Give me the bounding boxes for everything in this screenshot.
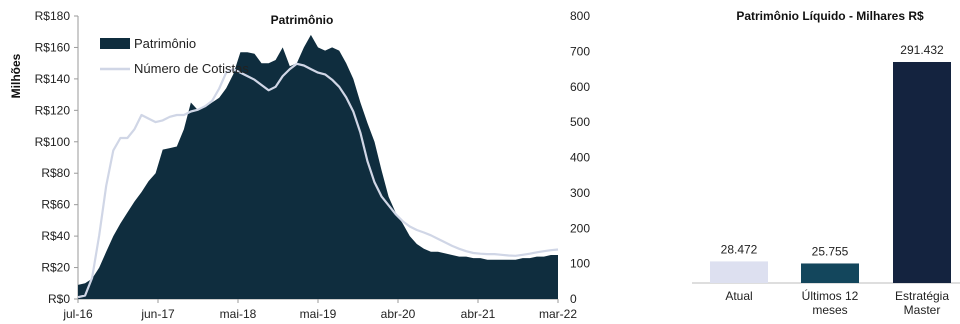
bar-category-label: Atual <box>725 289 752 303</box>
legend-label-patrimonio: Patrimônio <box>134 36 196 51</box>
bar-value-label: 291.432 <box>900 43 944 57</box>
right-tick-label: 300 <box>570 186 590 200</box>
right-tick-label: 100 <box>570 257 590 271</box>
x-tick-label: abr-20 <box>381 307 416 321</box>
bar-0 <box>710 261 768 283</box>
left-tick-label: R$100 <box>35 135 71 149</box>
right-tick-label: 500 <box>570 115 590 129</box>
legend-swatch-patrimonio <box>100 38 130 49</box>
legend-label-cotistas: Número de Cotistas <box>134 61 249 76</box>
bar-category-label: meses <box>812 303 847 317</box>
left-tick-label: R$140 <box>35 72 71 86</box>
x-tick-label: abr-21 <box>461 307 496 321</box>
left-tick-label: R$160 <box>35 40 71 54</box>
chart-title-pl: Patrimônio Líquido - Milhares R$ <box>736 9 924 23</box>
right-tick-label: 400 <box>570 151 590 165</box>
x-tick-label: jun-17 <box>140 307 175 321</box>
right-tick-label: 0 <box>570 292 577 306</box>
x-tick-label: mai-19 <box>300 307 337 321</box>
right-tick-label: 800 <box>570 9 590 23</box>
x-tick-label: jul-16 <box>62 307 93 321</box>
left-tick-label: R$60 <box>41 198 70 212</box>
chart-title-patrimonio: Patrimônio <box>271 13 334 27</box>
left-tick-label: R$40 <box>41 229 70 243</box>
y-axis-label: Milhões <box>9 53 23 98</box>
bar-value-label: 28.472 <box>721 242 758 256</box>
x-tick-label: mar-22 <box>539 307 577 321</box>
bar-1 <box>801 263 859 283</box>
bar-category-label: Estratégia <box>895 289 949 303</box>
left-tick-label: R$20 <box>41 261 70 275</box>
left-tick-label: R$80 <box>41 166 70 180</box>
right-tick-label: 200 <box>570 221 590 235</box>
right-tick-label: 600 <box>570 80 590 94</box>
left-tick-label: R$180 <box>35 9 71 23</box>
bar-category-label: Últimos 12 <box>802 288 859 303</box>
bar-value-label: 25.755 <box>812 244 849 258</box>
right-tick-label: 700 <box>570 44 590 58</box>
x-tick-label: mai-18 <box>220 307 257 321</box>
left-tick-label: R$120 <box>35 103 71 117</box>
bar-category-label: Master <box>904 303 941 317</box>
patrimonio-area <box>78 34 558 300</box>
left-tick-label: R$0 <box>48 292 70 306</box>
bar-2 <box>893 62 951 283</box>
cotistas-line <box>77 62 559 299</box>
